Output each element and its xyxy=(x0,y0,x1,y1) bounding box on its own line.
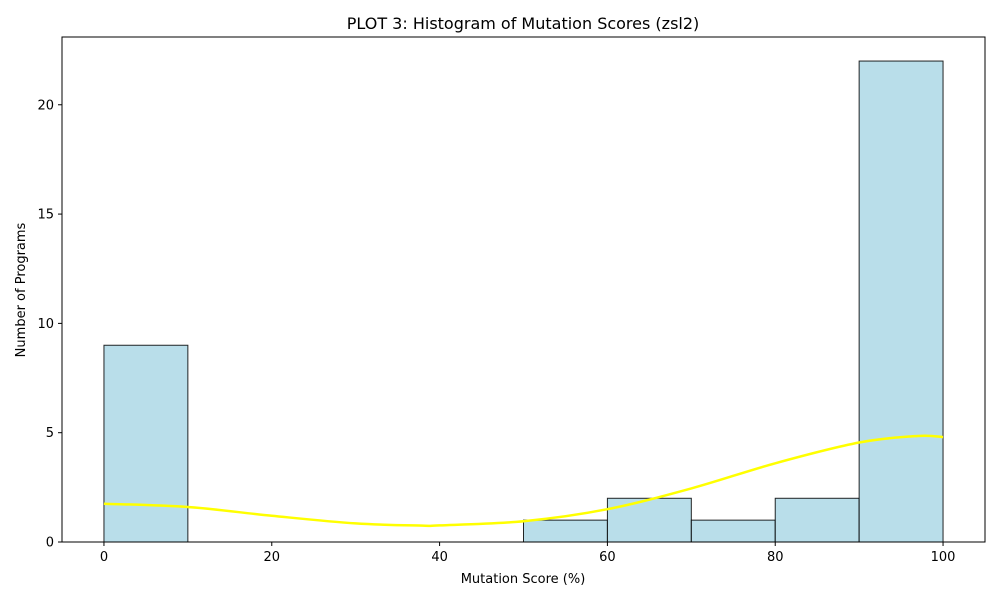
x-tick-label: 80 xyxy=(767,550,784,565)
histogram-bar xyxy=(774,497,860,543)
x-axis-label: Mutation Score (%) xyxy=(461,572,586,587)
kde-curve xyxy=(103,434,944,528)
histogram-bar xyxy=(523,519,608,543)
y-tick-label: 15 xyxy=(37,208,54,223)
y-tick-label: 5 xyxy=(46,426,54,441)
x-tick-label: 20 xyxy=(263,550,280,565)
histogram-bar xyxy=(103,344,189,543)
bars-group xyxy=(103,60,944,543)
x-tick-label: 40 xyxy=(431,550,448,565)
y-axis-ticks: 0 5 10 15 20 xyxy=(37,98,62,551)
y-tick-label: 20 xyxy=(37,98,54,113)
y-tick-label: 10 xyxy=(37,317,54,332)
chart-title: PLOT 3: Histogram of Mutation Scores (zs… xyxy=(347,14,700,33)
histogram-bar xyxy=(690,519,776,543)
plot-frame xyxy=(61,36,986,543)
y-tick-label: 0 xyxy=(46,536,54,551)
y-axis-label: Number of Programs xyxy=(14,222,29,357)
x-tick-label: 60 xyxy=(599,550,616,565)
histogram-bar xyxy=(858,60,944,543)
x-tick-label: 0 xyxy=(100,550,108,565)
x-tick-label: 100 xyxy=(931,550,956,565)
histogram-bar xyxy=(606,497,692,543)
x-axis-ticks: 0 20 40 60 80 100 xyxy=(100,542,956,565)
